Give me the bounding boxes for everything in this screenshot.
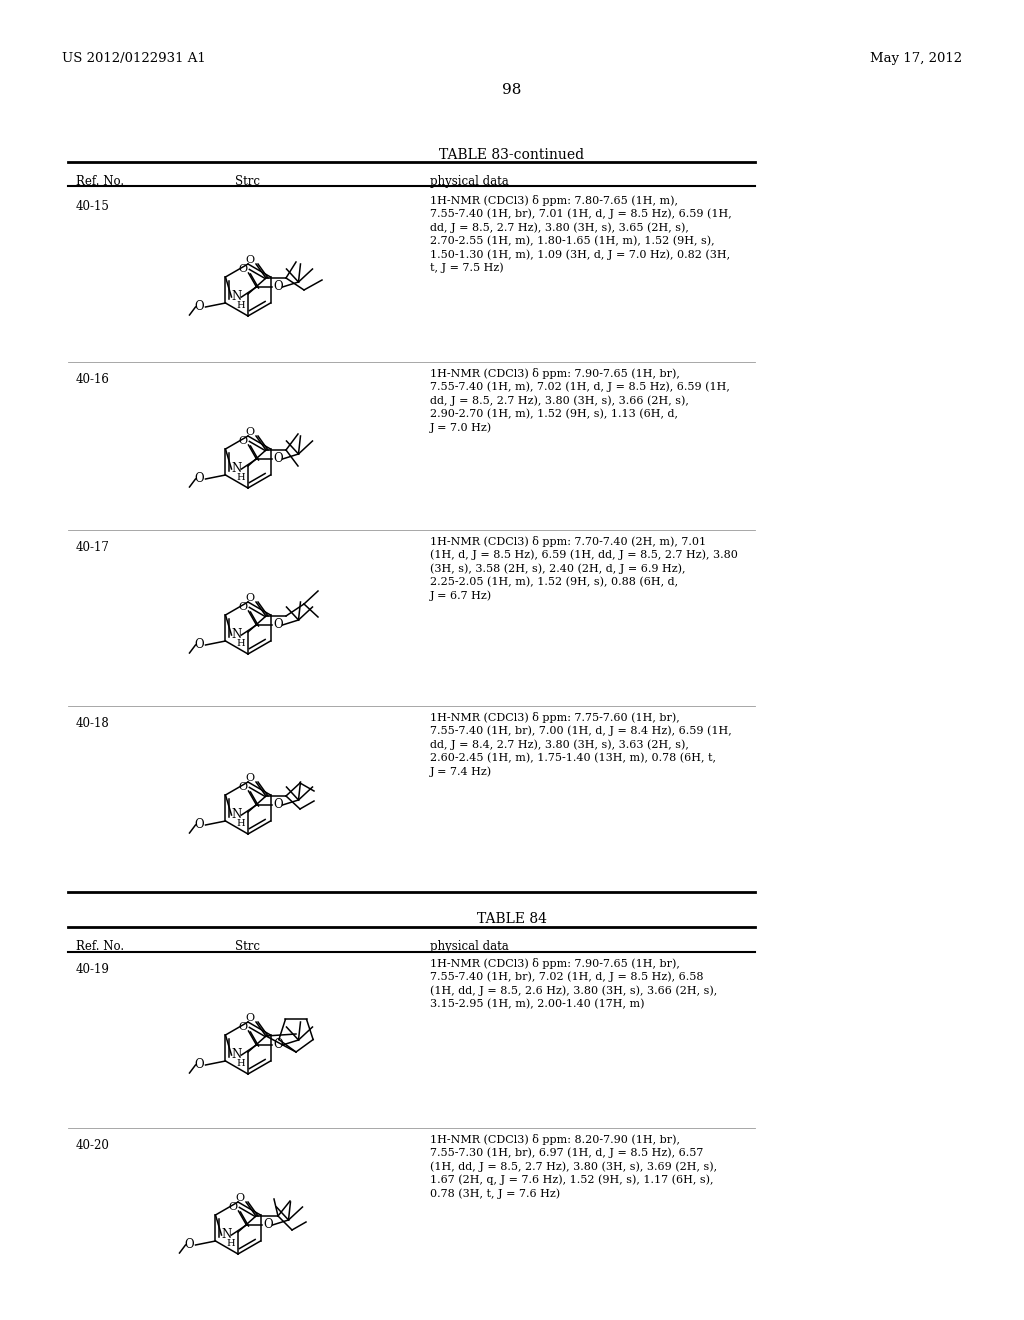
- Text: 7.55-7.40 (1H, br), 7.00 (1H, d, J = 8.4 Hz), 6.59 (1H,: 7.55-7.40 (1H, br), 7.00 (1H, d, J = 8.4…: [430, 726, 732, 737]
- Text: J = 7.4 Hz): J = 7.4 Hz): [430, 766, 493, 776]
- Text: dd, J = 8.5, 2.7 Hz), 3.80 (3H, s), 3.66 (2H, s),: dd, J = 8.5, 2.7 Hz), 3.80 (3H, s), 3.66…: [430, 395, 689, 405]
- Text: 40-19: 40-19: [76, 964, 110, 975]
- Text: 2.60-2.45 (1H, m), 1.75-1.40 (13H, m), 0.78 (6H, t,: 2.60-2.45 (1H, m), 1.75-1.40 (13H, m), 0…: [430, 752, 716, 763]
- Text: O: O: [195, 301, 205, 314]
- Text: J = 7.0 Hz): J = 7.0 Hz): [430, 422, 493, 433]
- Text: 2.70-2.55 (1H, m), 1.80-1.65 (1H, m), 1.52 (9H, s),: 2.70-2.55 (1H, m), 1.80-1.65 (1H, m), 1.…: [430, 235, 715, 246]
- Text: O: O: [246, 593, 255, 603]
- Text: O: O: [273, 453, 284, 466]
- Text: 40-18: 40-18: [76, 717, 110, 730]
- Text: O: O: [273, 799, 284, 812]
- Text: O: O: [238, 602, 247, 612]
- Text: O: O: [195, 473, 205, 486]
- Text: 7.55-7.40 (1H, m), 7.02 (1H, d, J = 8.5 Hz), 6.59 (1H,: 7.55-7.40 (1H, m), 7.02 (1H, d, J = 8.5 …: [430, 381, 730, 392]
- Text: O: O: [236, 1193, 245, 1203]
- Text: 1H-NMR (CDCl3) δ ppm: 7.90-7.65 (1H, br),: 1H-NMR (CDCl3) δ ppm: 7.90-7.65 (1H, br)…: [430, 368, 680, 379]
- Text: 2.90-2.70 (1H, m), 1.52 (9H, s), 1.13 (6H, d,: 2.90-2.70 (1H, m), 1.52 (9H, s), 1.13 (6…: [430, 408, 678, 418]
- Text: H: H: [237, 639, 245, 648]
- Text: May 17, 2012: May 17, 2012: [870, 51, 963, 65]
- Text: dd, J = 8.5, 2.7 Hz), 3.80 (3H, s), 3.65 (2H, s),: dd, J = 8.5, 2.7 Hz), 3.80 (3H, s), 3.65…: [430, 222, 689, 232]
- Text: (1H, dd, J = 8.5, 2.6 Hz), 3.80 (3H, s), 3.66 (2H, s),: (1H, dd, J = 8.5, 2.6 Hz), 3.80 (3H, s),…: [430, 985, 717, 995]
- Text: (1H, dd, J = 8.5, 2.7 Hz), 3.80 (3H, s), 3.69 (2H, s),: (1H, dd, J = 8.5, 2.7 Hz), 3.80 (3H, s),…: [430, 1162, 717, 1172]
- Text: 1H-NMR (CDCl3) δ ppm: 7.75-7.60 (1H, br),: 1H-NMR (CDCl3) δ ppm: 7.75-7.60 (1H, br)…: [430, 711, 680, 723]
- Text: 1.50-1.30 (1H, m), 1.09 (3H, d, J = 7.0 Hz), 0.82 (3H,: 1.50-1.30 (1H, m), 1.09 (3H, d, J = 7.0 …: [430, 249, 730, 260]
- Text: O: O: [238, 781, 247, 792]
- Text: 3.15-2.95 (1H, m), 2.00-1.40 (17H, m): 3.15-2.95 (1H, m), 2.00-1.40 (17H, m): [430, 998, 644, 1008]
- Text: 40-16: 40-16: [76, 374, 110, 385]
- Text: N: N: [231, 1048, 242, 1061]
- Text: US 2012/0122931 A1: US 2012/0122931 A1: [62, 51, 206, 65]
- Text: 1H-NMR (CDCl3) δ ppm: 8.20-7.90 (1H, br),: 1H-NMR (CDCl3) δ ppm: 8.20-7.90 (1H, br)…: [430, 1134, 680, 1144]
- Text: O: O: [263, 1218, 273, 1232]
- Text: H: H: [237, 818, 245, 828]
- Text: O: O: [273, 281, 284, 293]
- Text: TABLE 83-continued: TABLE 83-continued: [439, 148, 585, 162]
- Text: O: O: [195, 818, 205, 832]
- Text: (1H, d, J = 8.5 Hz), 6.59 (1H, dd, J = 8.5, 2.7 Hz), 3.80: (1H, d, J = 8.5 Hz), 6.59 (1H, dd, J = 8…: [430, 549, 738, 560]
- Text: 40-15: 40-15: [76, 201, 110, 213]
- Text: 0.78 (3H, t, J = 7.6 Hz): 0.78 (3H, t, J = 7.6 Hz): [430, 1188, 560, 1199]
- Text: 1.67 (2H, q, J = 7.6 Hz), 1.52 (9H, s), 1.17 (6H, s),: 1.67 (2H, q, J = 7.6 Hz), 1.52 (9H, s), …: [430, 1175, 714, 1185]
- Text: physical data: physical data: [430, 176, 509, 187]
- Text: O: O: [228, 1203, 237, 1212]
- Text: N: N: [231, 290, 242, 304]
- Text: H: H: [237, 1059, 245, 1068]
- Text: 1H-NMR (CDCl3) δ ppm: 7.80-7.65 (1H, m),: 1H-NMR (CDCl3) δ ppm: 7.80-7.65 (1H, m),: [430, 195, 678, 206]
- Text: H: H: [237, 301, 245, 309]
- Text: H: H: [226, 1238, 234, 1247]
- Text: 1H-NMR (CDCl3) δ ppm: 7.90-7.65 (1H, br),: 1H-NMR (CDCl3) δ ppm: 7.90-7.65 (1H, br)…: [430, 958, 680, 969]
- Text: Strc: Strc: [234, 176, 260, 187]
- Text: (3H, s), 3.58 (2H, s), 2.40 (2H, d, J = 6.9 Hz),: (3H, s), 3.58 (2H, s), 2.40 (2H, d, J = …: [430, 564, 685, 574]
- Text: dd, J = 8.4, 2.7 Hz), 3.80 (3H, s), 3.63 (2H, s),: dd, J = 8.4, 2.7 Hz), 3.80 (3H, s), 3.63…: [430, 739, 689, 750]
- Text: O: O: [238, 1022, 247, 1032]
- Text: 7.55-7.40 (1H, br), 7.02 (1H, d, J = 8.5 Hz), 6.58: 7.55-7.40 (1H, br), 7.02 (1H, d, J = 8.5…: [430, 972, 703, 982]
- Text: physical data: physical data: [430, 940, 509, 953]
- Text: 98: 98: [503, 83, 521, 96]
- Text: H: H: [237, 473, 245, 482]
- Text: O: O: [246, 774, 255, 783]
- Text: 1H-NMR (CDCl3) δ ppm: 7.70-7.40 (2H, m), 7.01: 1H-NMR (CDCl3) δ ppm: 7.70-7.40 (2H, m),…: [430, 536, 707, 546]
- Text: O: O: [238, 264, 247, 275]
- Text: 7.55-7.40 (1H, br), 7.01 (1H, d, J = 8.5 Hz), 6.59 (1H,: 7.55-7.40 (1H, br), 7.01 (1H, d, J = 8.5…: [430, 209, 732, 219]
- Text: O: O: [195, 1059, 205, 1072]
- Text: N: N: [231, 808, 242, 821]
- Text: O: O: [246, 1012, 255, 1023]
- Text: N: N: [221, 1229, 231, 1242]
- Text: TABLE 84: TABLE 84: [477, 912, 547, 927]
- Text: Ref. No.: Ref. No.: [76, 176, 124, 187]
- Text: J = 6.7 Hz): J = 6.7 Hz): [430, 590, 493, 601]
- Text: 7.55-7.30 (1H, br), 6.97 (1H, d, J = 8.5 Hz), 6.57: 7.55-7.30 (1H, br), 6.97 (1H, d, J = 8.5…: [430, 1147, 703, 1158]
- Text: 40-17: 40-17: [76, 541, 110, 554]
- Text: O: O: [246, 255, 255, 265]
- Text: O: O: [238, 436, 247, 446]
- Text: O: O: [195, 639, 205, 652]
- Text: O: O: [273, 1039, 284, 1052]
- Text: O: O: [273, 619, 284, 631]
- Text: 40-20: 40-20: [76, 1139, 110, 1152]
- Text: O: O: [184, 1238, 195, 1251]
- Text: 2.25-2.05 (1H, m), 1.52 (9H, s), 0.88 (6H, d,: 2.25-2.05 (1H, m), 1.52 (9H, s), 0.88 (6…: [430, 577, 678, 587]
- Text: Strc: Strc: [234, 940, 260, 953]
- Text: N: N: [231, 462, 242, 475]
- Text: t, J = 7.5 Hz): t, J = 7.5 Hz): [430, 263, 504, 273]
- Text: Ref. No.: Ref. No.: [76, 940, 124, 953]
- Text: O: O: [246, 426, 255, 437]
- Text: N: N: [231, 628, 242, 642]
